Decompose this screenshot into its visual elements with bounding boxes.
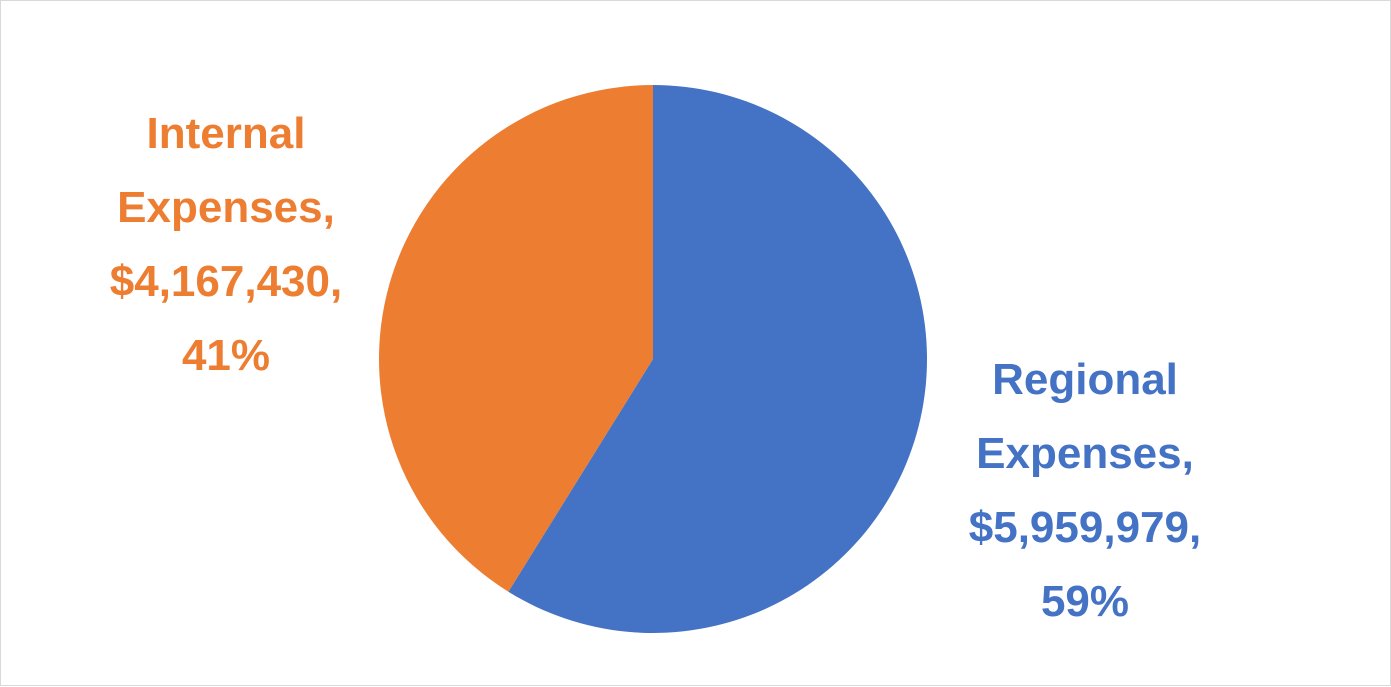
label-line: 59% bbox=[1040, 577, 1130, 626]
label-line: $4,167,430, bbox=[109, 257, 343, 306]
label-line: Expenses, bbox=[976, 429, 1194, 478]
label-line: 41% bbox=[181, 331, 271, 380]
slice-label-internal-expenses: Internal Expenses, $4,167,430, 41% bbox=[71, 97, 381, 393]
label-line: $5,959,979, bbox=[968, 503, 1202, 552]
pie-slices bbox=[379, 85, 928, 633]
label-line: Internal bbox=[146, 109, 306, 158]
pie-slice-internal-expenses bbox=[379, 85, 653, 592]
pie-slice-regional-expenses bbox=[508, 85, 928, 633]
slice-label-regional-expenses: Regional Expenses, $5,959,979, 59% bbox=[935, 343, 1235, 639]
label-line: Expenses, bbox=[117, 183, 335, 232]
label-line: Regional bbox=[992, 355, 1178, 404]
